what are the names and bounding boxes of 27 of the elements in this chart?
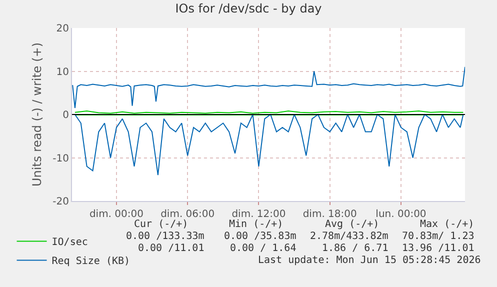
y-tick-label: -20 [52,196,69,208]
chart-title: IOs for /dev/sdc - by day [175,1,322,16]
text: Avg (-/+) [325,219,380,230]
text: 0.00 / 1.64 [230,243,296,254]
y-tick-label: 0 [62,110,69,121]
text: Max (-/+) [420,219,474,230]
text: 13.96 /11.01 [402,243,474,254]
y-axis-title: Units read (-) / write (+) [30,42,44,187]
text: 0.00 /11.01 [138,243,204,254]
legend-label: IO/sec [52,237,88,248]
x-tick-label: dim. 18:00 [302,209,357,220]
x-tick-label: dim. 00:00 [89,209,144,220]
text: 70.83m/ 1.23 [402,231,474,242]
legend-label: Req Size (KB) [52,256,130,268]
x-tick-label: dim. 12:00 [232,209,286,220]
y-tick-label: 10 [56,66,69,78]
y-tick-label: -10 [52,153,69,164]
text: Min (-/+) [229,219,284,230]
text: 0.00 /133.33m [126,231,204,242]
text: Cur (-/+) [134,219,188,230]
x-tick-label: lun. 00:00 [376,209,426,220]
text: 1.86 / 6.71 [322,243,388,254]
text: Last update: Mon Jun 15 05:28:45 2026 [258,255,481,266]
y-tick-label: 20 [56,24,69,34]
text: 0.00 /35.83m [224,231,296,242]
x-tick-label: dim. 06:00 [160,209,215,220]
text: 2.78m/433.82m [310,231,388,242]
